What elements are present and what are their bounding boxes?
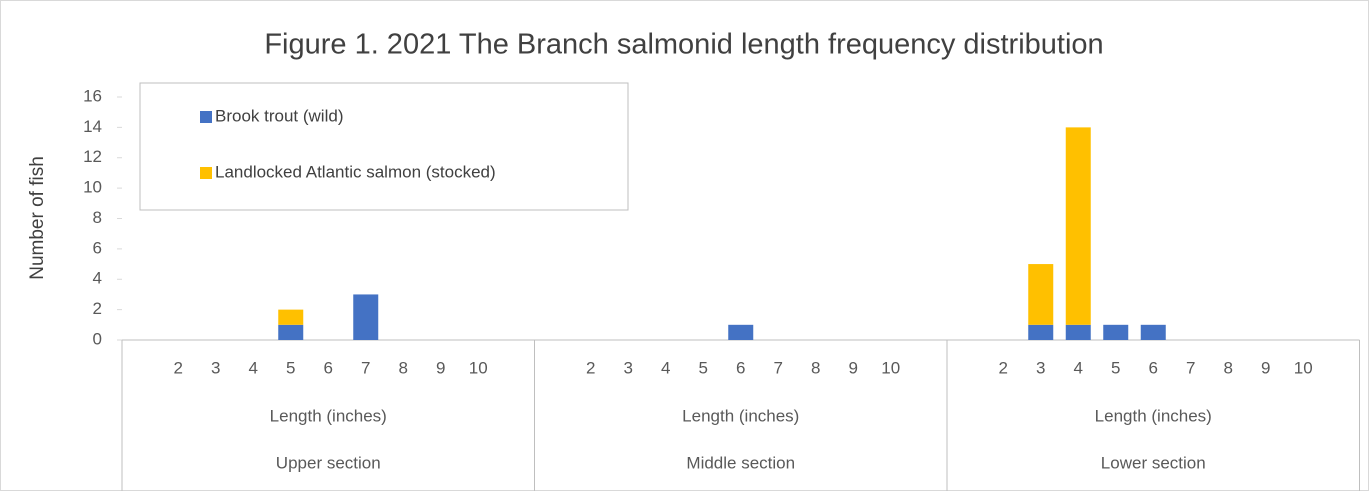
x-tick-label: 3 <box>1036 358 1045 377</box>
x-tick-label: 9 <box>1261 358 1270 377</box>
bar <box>278 309 304 325</box>
x-tick-label: 8 <box>1224 358 1233 377</box>
bar <box>1028 264 1054 325</box>
x-tick-label: 4 <box>249 358 258 377</box>
y-tick-label: 12 <box>83 147 102 166</box>
x-tick-label: 10 <box>881 358 900 377</box>
legend-box <box>139 82 629 211</box>
x-tick-label: 5 <box>699 358 708 377</box>
y-tick-label: 2 <box>93 299 102 318</box>
y-tick-label: 10 <box>83 178 102 197</box>
x-tick-label: 3 <box>211 358 220 377</box>
x-tick-label: 6 <box>736 358 745 377</box>
x-axis-title: Length (inches) <box>1095 406 1212 425</box>
group-label: Upper section <box>276 453 381 472</box>
legend-label: Brook trout (wild) <box>215 106 343 125</box>
x-tick-label: 8 <box>399 358 408 377</box>
bar <box>1103 324 1129 340</box>
y-axis-title: Number of fish <box>27 156 48 280</box>
y-tick-label: 6 <box>93 238 102 257</box>
x-axis-title: Length (inches) <box>270 406 387 425</box>
bar <box>1065 127 1091 325</box>
chart-title: Figure 1. 2021 The Branch salmonid lengt… <box>264 29 1103 61</box>
y-tick-label: 16 <box>83 86 102 105</box>
x-tick-label: 9 <box>849 358 858 377</box>
y-tick-label: 14 <box>83 117 102 136</box>
bar <box>1065 324 1091 340</box>
x-tick-label: 3 <box>624 358 633 377</box>
x-tick-label: 10 <box>469 358 488 377</box>
y-tick-label: 0 <box>93 329 102 348</box>
x-tick-label: 7 <box>774 358 783 377</box>
x-tick-label: 2 <box>999 358 1008 377</box>
legend-label: Landlocked Atlantic salmon (stocked) <box>215 162 496 181</box>
bar <box>278 324 304 340</box>
x-tick-label: 5 <box>286 358 295 377</box>
x-tick-label: 7 <box>1186 358 1195 377</box>
x-tick-label: 9 <box>436 358 445 377</box>
group-label: Middle section <box>686 453 795 472</box>
x-tick-label: 4 <box>661 358 670 377</box>
x-tick-label: 8 <box>811 358 820 377</box>
group-label: Lower section <box>1101 453 1206 472</box>
x-tick-label: 2 <box>586 358 595 377</box>
bar <box>1028 324 1054 340</box>
x-tick-label: 5 <box>1111 358 1120 377</box>
x-axis-title: Length (inches) <box>682 406 799 425</box>
x-tick-label: 2 <box>174 358 183 377</box>
y-tick-label: 4 <box>93 269 102 288</box>
bar <box>728 324 754 340</box>
y-tick-label: 8 <box>93 208 102 227</box>
bar <box>353 294 379 340</box>
x-tick-label: 10 <box>1294 358 1313 377</box>
x-tick-label: 6 <box>1149 358 1158 377</box>
legend-swatch <box>200 111 212 123</box>
bar <box>1140 324 1166 340</box>
legend-swatch <box>200 167 212 179</box>
x-tick-label: 6 <box>324 358 333 377</box>
x-tick-label: 4 <box>1074 358 1083 377</box>
x-tick-label: 7 <box>361 358 370 377</box>
